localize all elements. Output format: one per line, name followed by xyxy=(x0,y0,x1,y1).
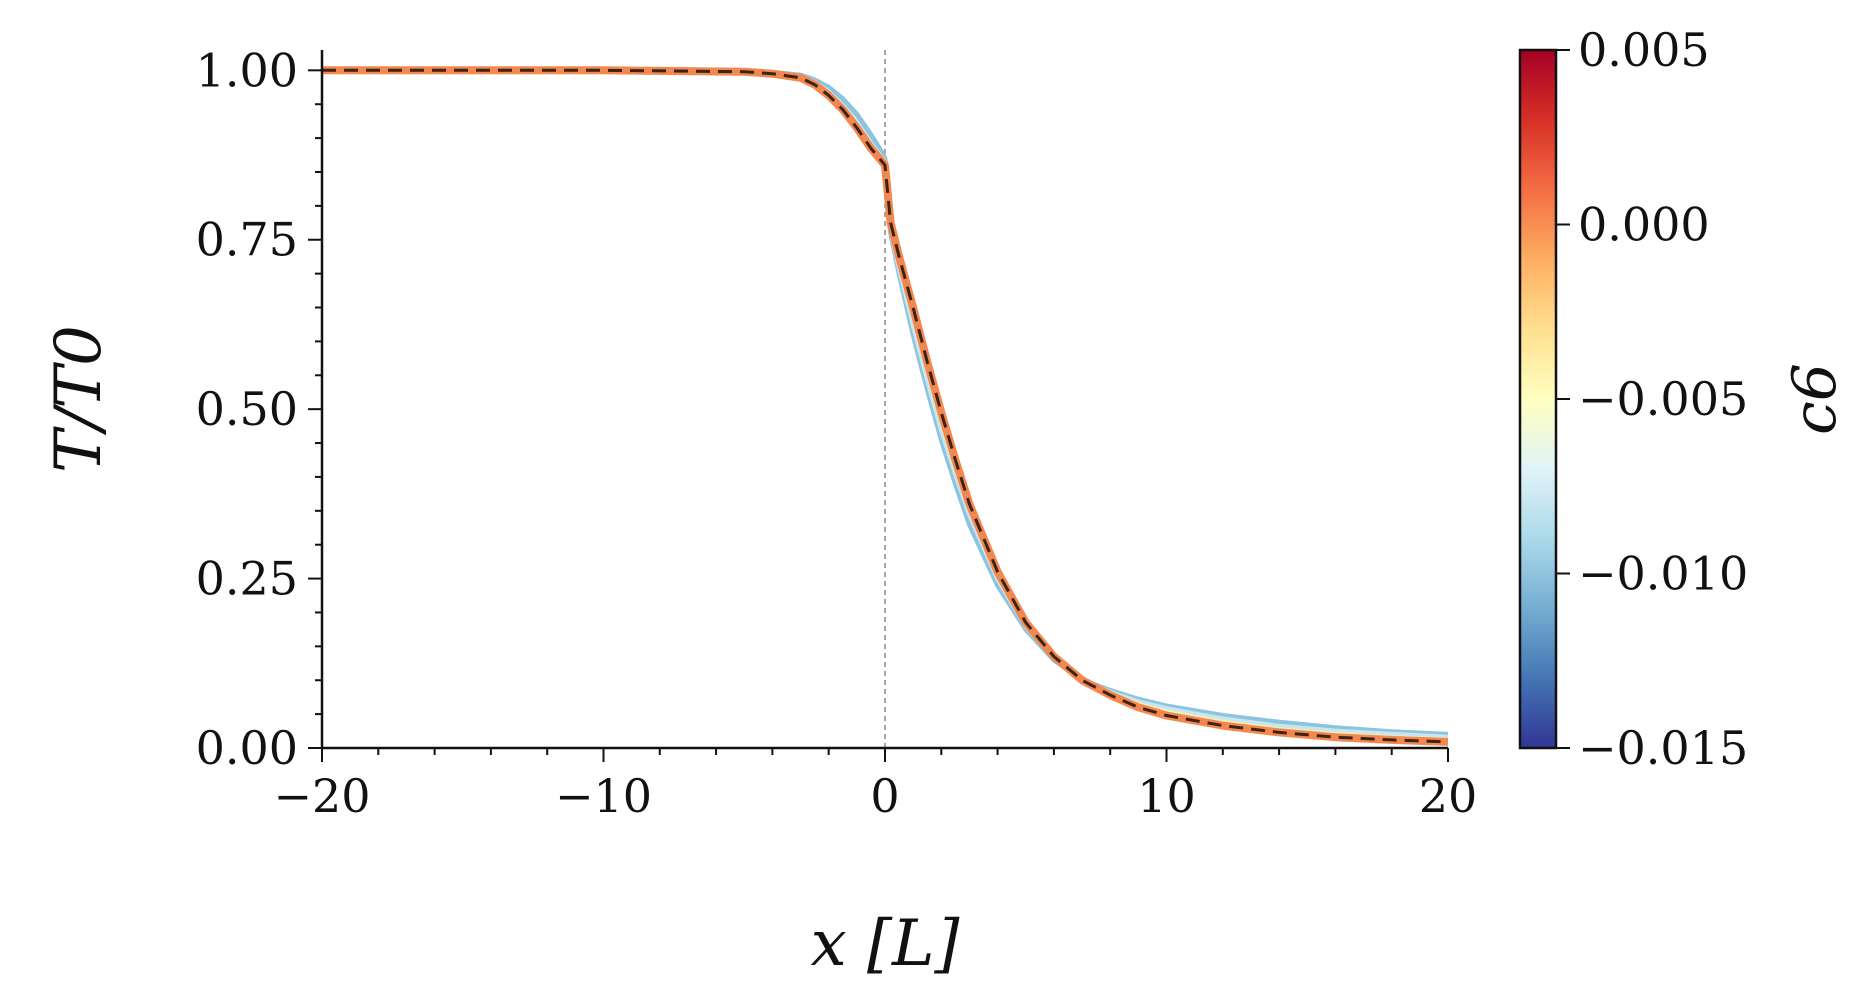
y-tick-label: 0.00 xyxy=(196,721,298,775)
y-tick-label: 1.00 xyxy=(196,43,298,97)
colorbar-tick-label: −0.005 xyxy=(1578,372,1748,426)
x-tick-label: 20 xyxy=(1419,769,1478,823)
series-reference-dashed xyxy=(322,68,1449,744)
x-tick-label: −10 xyxy=(555,769,652,823)
series-line-0 xyxy=(322,67,1449,737)
axes-layer: −20 −10 0 10 20 0.00 0.25 0.50 0.75 1.00 xyxy=(196,43,1478,823)
x-axis-label: x [L] xyxy=(811,907,961,981)
x-tick-label: −20 xyxy=(273,769,370,823)
x-tick-label: 10 xyxy=(1137,769,1196,823)
x-tick-label: 0 xyxy=(870,769,899,823)
series-layer xyxy=(322,50,1449,748)
colorbar-tick-label: −0.015 xyxy=(1578,721,1748,775)
y-axis-label: T/T0 xyxy=(42,325,116,473)
y-tick-label: 0.75 xyxy=(196,213,298,267)
colorbar: 0.005 0.000 −0.005 −0.010 −0.015 xyxy=(1518,23,1748,775)
colorbar-tick-label: 0.000 xyxy=(1578,198,1710,252)
colorbar-tick-label: 0.005 xyxy=(1578,23,1710,77)
colorbar-gradient xyxy=(1518,48,1558,750)
y-tick-label: 0.50 xyxy=(196,382,298,436)
y-tick-label: 0.25 xyxy=(196,552,298,606)
colorbar-tick-label: −0.010 xyxy=(1578,547,1748,601)
colorbar-label: c6 xyxy=(1780,363,1850,435)
